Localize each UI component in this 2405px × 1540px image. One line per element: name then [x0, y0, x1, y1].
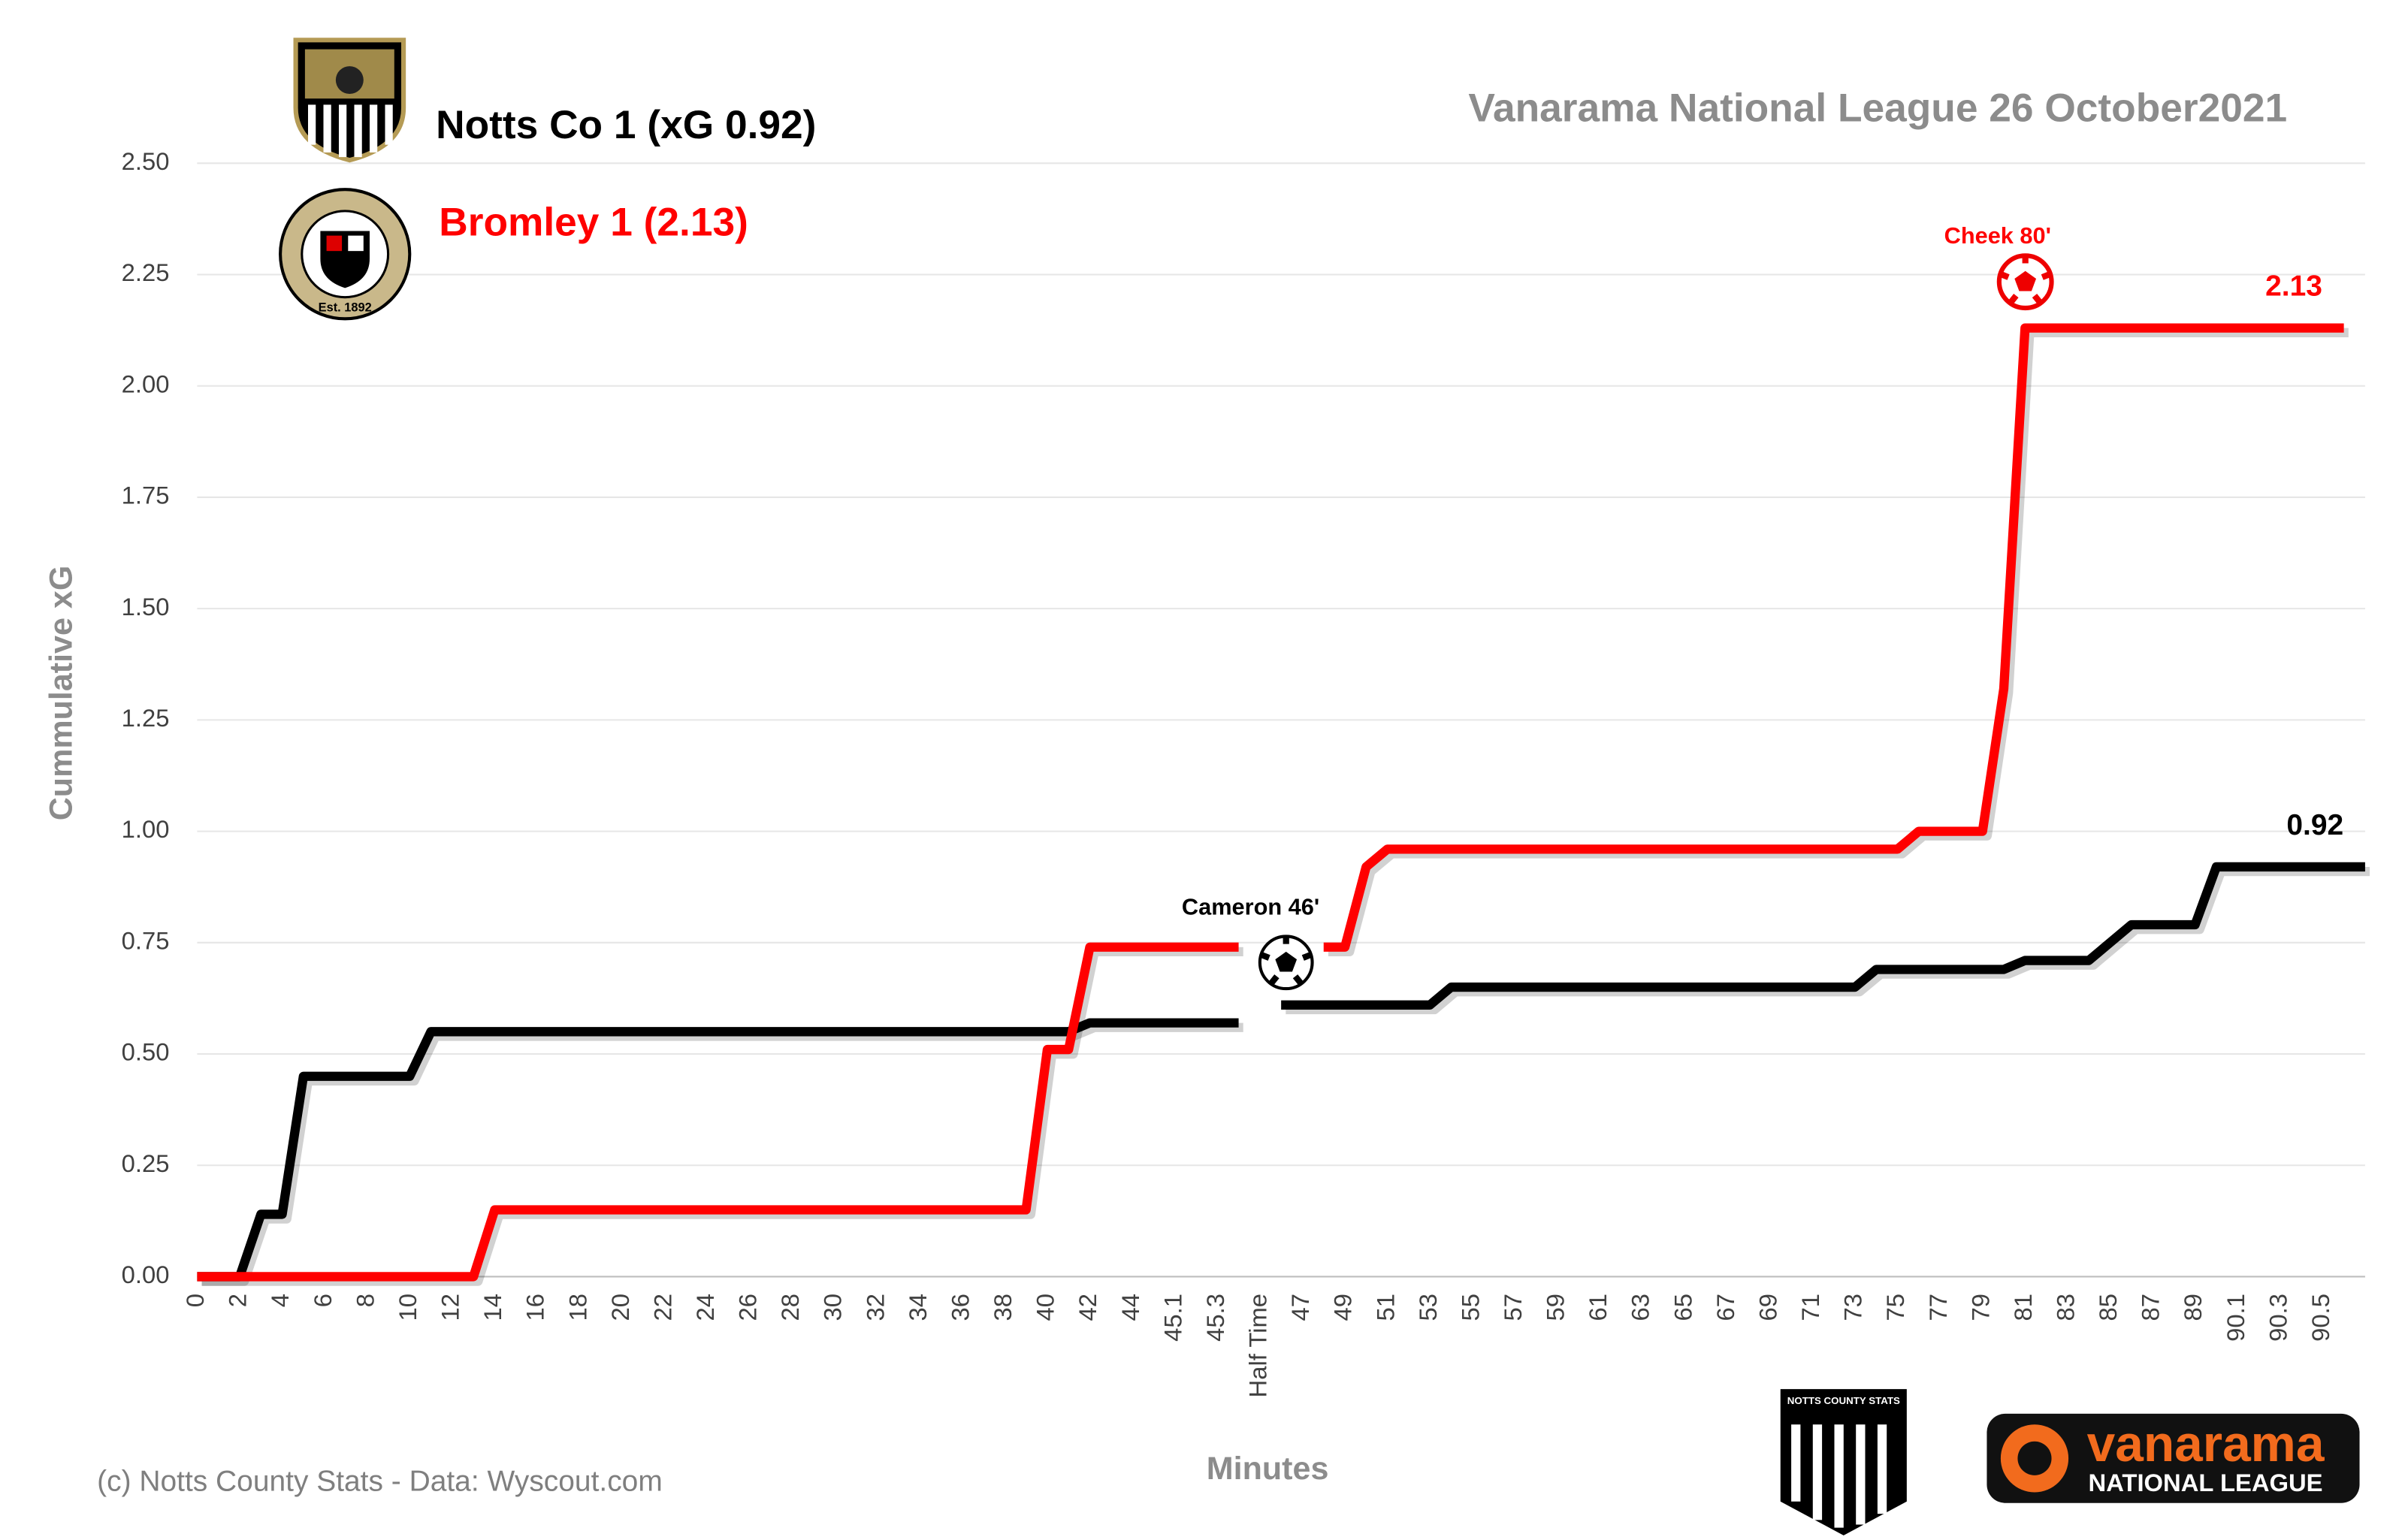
y-tick-label: 1.25: [122, 704, 170, 732]
x-tick-label: 51: [1371, 1294, 1399, 1321]
credit: (c) Notts County Stats - Data: Wyscout.c…: [97, 1465, 663, 1497]
x-tick-label: 57: [1499, 1294, 1527, 1321]
y-tick-label: 1.00: [122, 815, 170, 843]
y-tick-label: 2.00: [122, 370, 170, 397]
series-line: [197, 862, 2365, 1282]
x-tick-label: 61: [1584, 1294, 1612, 1321]
y-tick-label: 2.50: [122, 147, 170, 175]
x-tick-label: 34: [904, 1294, 932, 1321]
y-tick-label: 0.00: [122, 1261, 170, 1288]
x-tick-label: 26: [734, 1294, 762, 1321]
legend-entry: Notts Co 1 (xG 0.92): [436, 103, 816, 147]
annotation: Cameron 46': [1182, 894, 1319, 920]
x-tick-label: 63: [1627, 1294, 1654, 1321]
x-tick-label: 59: [1542, 1294, 1570, 1321]
x-tick-label: 75: [1881, 1294, 1909, 1321]
end-label: 0.92: [2286, 809, 2343, 841]
x-tick-label: 6: [309, 1294, 337, 1307]
x-tick-label: 0: [181, 1294, 209, 1307]
line-shadow: [201, 328, 2349, 1286]
x-tick-label: Half Time: [1244, 1294, 1272, 1397]
x-tick-label: 44: [1116, 1294, 1144, 1321]
chart-title: Vanarama National League 26 October2021: [1468, 86, 2287, 131]
x-tick-label: 42: [1074, 1294, 1101, 1321]
x-tick-label: 28: [776, 1294, 804, 1321]
x-tick-label: 77: [1924, 1294, 1952, 1321]
ball-icon: [1996, 253, 2054, 311]
y-tick-label: 1.75: [122, 482, 170, 509]
legend-entry: Bromley 1 (2.13): [439, 200, 748, 244]
x-tick-label: 16: [521, 1294, 549, 1321]
x-tick-label: 90.5: [2307, 1294, 2334, 1342]
x-tick-label: 69: [1754, 1294, 1781, 1321]
line-layer: 0.92 2.13: [197, 270, 2370, 1286]
x-tick-label: 4: [266, 1294, 294, 1307]
x-tick-label: 18: [563, 1294, 591, 1321]
x-tick-label: 49: [1329, 1294, 1357, 1321]
x-tick-label: 22: [648, 1294, 676, 1321]
x-tick-label: 30: [819, 1294, 847, 1321]
badge-text: Est. 1892: [319, 300, 372, 314]
x-tick-label: 47: [1286, 1294, 1314, 1321]
x-tick-label: 40: [1032, 1294, 1059, 1321]
x-tick-label: 73: [1839, 1294, 1867, 1321]
notts-badge: [293, 38, 406, 163]
x-tick-label: 79: [1966, 1294, 1994, 1321]
x-tick-label: 45.3: [1201, 1294, 1229, 1342]
x-tick-label: 55: [1456, 1294, 1484, 1321]
x-tick-label: 20: [606, 1294, 634, 1321]
y-tick-label: 0.75: [122, 926, 170, 954]
y-tick-label: 1.50: [122, 593, 170, 621]
logo-text: NATIONAL LEAGUE: [2089, 1469, 2323, 1496]
stats-logo: NOTTS COUNTY STATS: [1780, 1389, 1907, 1535]
x-tick-label: 45.1: [1159, 1294, 1186, 1342]
series-line: [197, 323, 2344, 1282]
annotation: Cheek 80': [1944, 222, 2051, 249]
x-tick-label: 24: [691, 1294, 719, 1321]
x-tick-label: 81: [2009, 1294, 2037, 1321]
x-tick-label: 71: [1796, 1294, 1824, 1321]
x-tick-label: 53: [1414, 1294, 1442, 1321]
x-tick-label: 14: [479, 1294, 506, 1321]
logo-text: vanarama: [2087, 1416, 2325, 1472]
y-tick-label: 0.50: [122, 1038, 170, 1066]
bromley-badge: Est. 1892: [279, 188, 412, 321]
grid-layer: 0.00 0.25 0.50 0.75 1.00 1.25 1.50 1.75 2.00 2.25…: [122, 147, 2365, 1397]
x-tick-label: 87: [2137, 1294, 2165, 1321]
x-tick-label: 90.3: [2264, 1294, 2292, 1342]
x-tick-label: 85: [2094, 1294, 2122, 1321]
x-tick-label: 10: [394, 1294, 421, 1321]
y-axis-title: Cummulative xG: [43, 566, 79, 821]
x-axis-title: Minutes: [1207, 1451, 1329, 1487]
x-tick-label: 67: [1712, 1294, 1739, 1321]
end-label: 2.13: [2265, 270, 2322, 303]
x-tick-label: 38: [989, 1294, 1017, 1321]
x-tick-label: 83: [2052, 1294, 2080, 1321]
ball-icon: [1258, 935, 1314, 991]
x-tick-label: 32: [861, 1294, 889, 1321]
y-tick-label: 2.25: [122, 258, 170, 286]
logo-text: NOTTS COUNTY STATS: [1787, 1395, 1900, 1406]
x-tick-label: 12: [437, 1294, 464, 1321]
sponsor-logo: vanarama NATIONAL LEAGUE: [1987, 1413, 2360, 1503]
x-tick-label: 90.1: [2222, 1294, 2249, 1342]
x-tick-label: 89: [2179, 1294, 2207, 1321]
y-tick-label: 0.25: [122, 1149, 170, 1177]
x-tick-label: 65: [1669, 1294, 1696, 1321]
x-tick-label: 36: [946, 1294, 974, 1321]
x-tick-label: 2: [224, 1294, 252, 1307]
x-tick-label: 8: [351, 1294, 379, 1307]
line-shadow: [201, 866, 2370, 1286]
